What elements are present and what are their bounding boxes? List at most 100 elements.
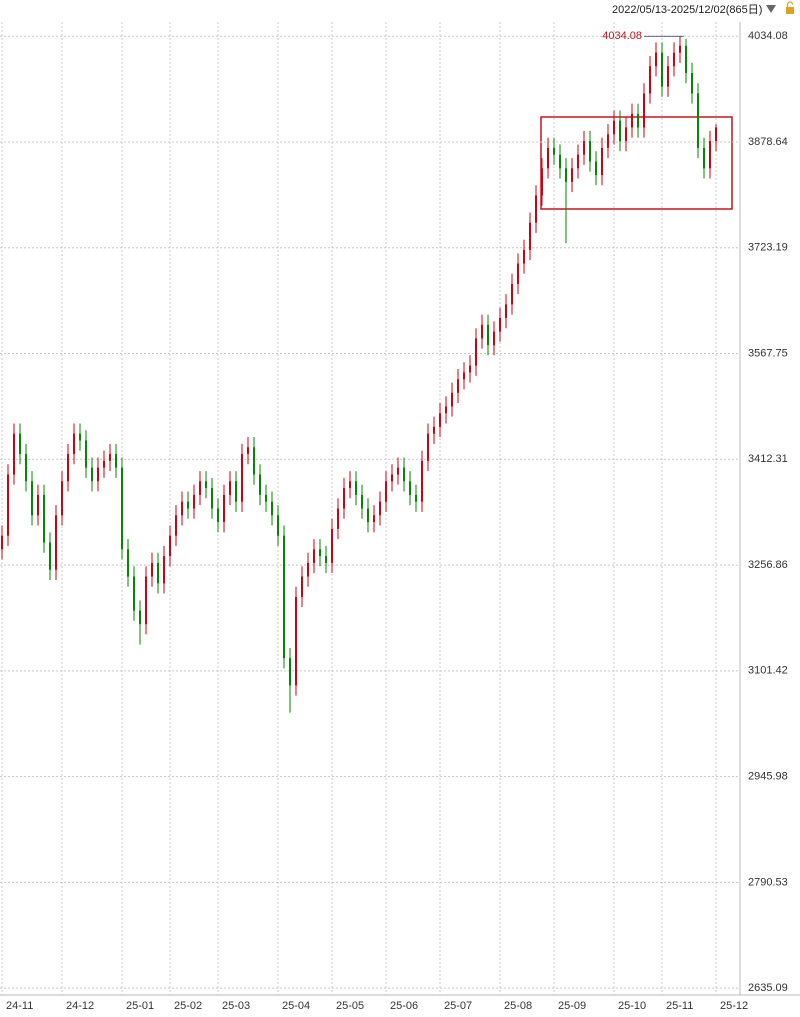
candle-body [667, 66, 669, 87]
candle-body [211, 488, 213, 509]
y-tick-label: 3567.75 [748, 347, 788, 359]
candle-body [313, 549, 315, 563]
candle-body [19, 433, 21, 455]
candle-body [601, 147, 603, 176]
y-tick-label: 3101.42 [748, 665, 788, 677]
candle-body [193, 494, 195, 509]
candle-body [559, 154, 561, 169]
candle-body [475, 338, 477, 366]
x-tick-label: 25-12 [720, 1000, 748, 1012]
date-range: 2022/05/13-2025/12/02(865日) [612, 4, 762, 16]
candle-body [565, 168, 567, 182]
candle-body [517, 263, 519, 284]
y-tick-label: 2790.53 [748, 876, 788, 888]
candle-body [577, 154, 579, 169]
candle-body [679, 45, 681, 53]
candle-body [451, 392, 453, 407]
candle-body [391, 474, 393, 482]
candle-body [619, 120, 621, 142]
x-tick-label: 25-08 [504, 1000, 532, 1012]
candle-body [187, 501, 189, 509]
candle-body [487, 324, 489, 346]
highlight-box [540, 116, 733, 210]
y-tick-label: 3878.64 [748, 136, 788, 148]
candle-body [55, 515, 57, 570]
candle-body [643, 93, 645, 128]
candle-body [103, 460, 105, 468]
candle-body [457, 379, 459, 393]
lock-icon[interactable] [786, 7, 794, 14]
x-tick-label: 25-07 [444, 1000, 472, 1012]
candle-body [661, 52, 663, 87]
candle-body [337, 508, 339, 529]
candle-body [553, 147, 555, 155]
candle-body [655, 52, 657, 67]
candle-body [163, 556, 165, 584]
candle-body [529, 222, 531, 250]
candle-body [673, 52, 675, 67]
candle-body [13, 433, 15, 475]
candle-body [283, 535, 285, 659]
candle-body [43, 494, 45, 543]
x-tick-label: 24-12 [66, 1000, 94, 1012]
x-tick-label: 25-11 [666, 1000, 693, 1012]
candle-body [241, 454, 243, 502]
candle-body [511, 283, 513, 305]
candle-body [133, 576, 135, 611]
candle-body [325, 556, 327, 563]
candle-body [85, 440, 87, 468]
candle-body [151, 562, 153, 577]
candle-body [115, 454, 117, 468]
y-tick-label: 3412.31 [748, 453, 788, 465]
candle-body [403, 467, 405, 482]
candle-body [301, 576, 303, 597]
candle-body [631, 113, 633, 128]
candle-body [61, 481, 63, 516]
candle-body [169, 535, 171, 557]
candle-body [73, 433, 75, 455]
candle-body [613, 120, 615, 135]
candle-body [523, 249, 525, 264]
candle-body [349, 481, 351, 489]
candle-body [625, 127, 627, 142]
dropdown-arrow[interactable] [766, 5, 776, 13]
candle-body [493, 331, 495, 346]
candle-body [409, 481, 411, 495]
candle-body [247, 447, 249, 455]
max-label: 4034.08 [602, 30, 642, 42]
candle-body [535, 195, 537, 223]
candle-body [367, 508, 369, 523]
candle-body [703, 147, 705, 169]
candle-body [373, 515, 375, 523]
candle-body [205, 481, 207, 489]
candle-body [697, 93, 699, 148]
candle-body [715, 127, 717, 142]
candle-body [295, 596, 297, 686]
candle-body [181, 501, 183, 516]
candle-body [37, 494, 39, 516]
candle-body [49, 542, 51, 570]
candle-body [355, 481, 357, 495]
candle-body [157, 562, 159, 584]
candle-body [307, 562, 309, 577]
x-tick-label: 25-02 [174, 1000, 202, 1012]
x-tick-label: 24-11 [6, 1000, 33, 1012]
candle-body [541, 168, 543, 196]
candle-body [415, 494, 417, 502]
candle-body [607, 134, 609, 148]
candle-body [481, 324, 483, 339]
candle-body [691, 73, 693, 94]
y-tick-label: 2945.98 [748, 771, 788, 783]
candle-body [445, 406, 447, 414]
candle-body [259, 474, 261, 495]
candle-body [637, 113, 639, 128]
candle-body [79, 433, 81, 441]
candle-body [571, 168, 573, 182]
candle-body [433, 426, 435, 434]
candle-body [331, 528, 333, 563]
candle-body [547, 147, 549, 169]
y-tick-label: 2635.09 [748, 982, 788, 994]
candle-body [121, 467, 123, 550]
